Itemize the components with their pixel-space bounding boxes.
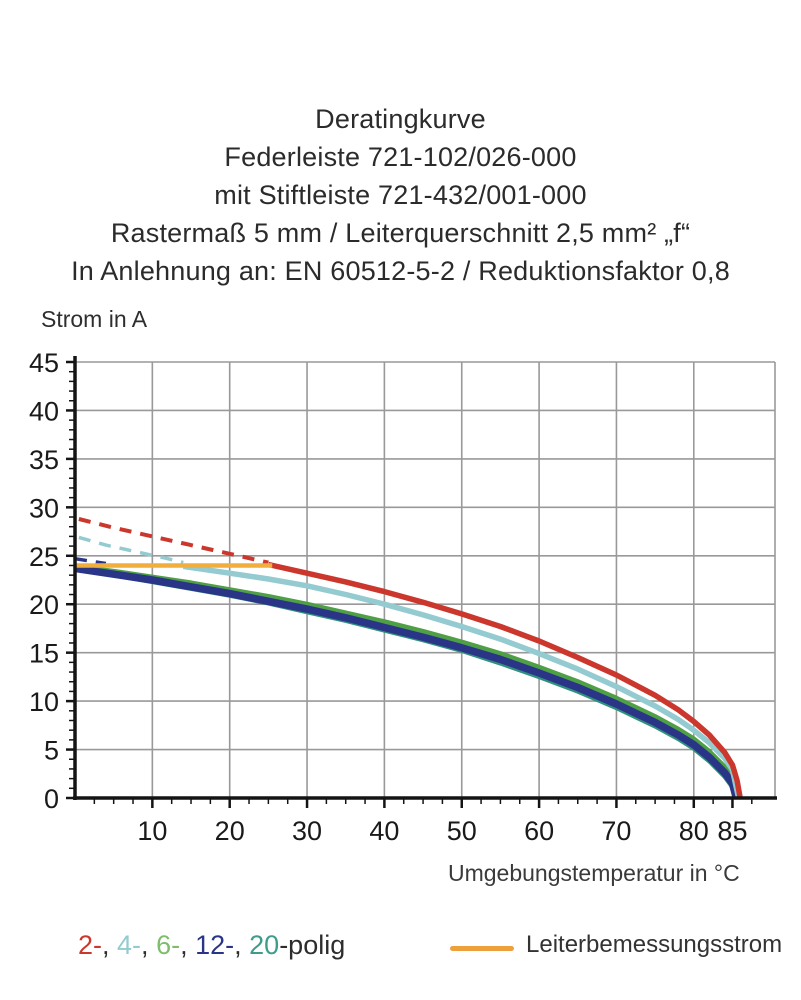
title-line-4: Rastermaß 5 mm / Leiterquerschnitt 2,5 m… xyxy=(110,218,691,248)
curve-6-polig xyxy=(74,563,740,799)
curve-4-polig xyxy=(182,563,742,799)
y-tick-label: 45 xyxy=(29,348,59,378)
rated-current-legend-line-icon xyxy=(450,946,514,951)
x-tick-label: 60 xyxy=(524,816,554,846)
legend-separator: , xyxy=(180,930,196,960)
y-tick-label: 40 xyxy=(29,396,59,426)
title-line-2: Federleiste 721-102/026-000 xyxy=(224,142,577,172)
x-tick-label: 50 xyxy=(447,816,477,846)
y-axis-title: Strom in A xyxy=(41,306,148,332)
y-tick-label: 10 xyxy=(29,687,59,717)
legend-row: 2-, 4-, 6-, 12-, 20-polig Leiterbemessun… xyxy=(0,928,801,972)
x-tick-label: 40 xyxy=(369,816,399,846)
curve-12-polig xyxy=(74,564,740,799)
x-tick-label: 70 xyxy=(601,816,631,846)
poles-legend: 2-, 4-, 6-, 12-, 20-polig xyxy=(78,930,345,961)
y-tick-label: 25 xyxy=(29,542,59,572)
rated-current-legend-label: Leiterbemessungsstrom xyxy=(526,931,783,958)
y-tick-label: 5 xyxy=(44,736,59,766)
title-line-3: mit Stiftleiste 721-432/001-000 xyxy=(214,180,587,210)
legend-pole-6: 6- xyxy=(156,930,181,960)
legend-separator: , xyxy=(102,930,118,960)
x-tick-label: 20 xyxy=(215,816,245,846)
y-tick-label: 15 xyxy=(29,639,59,669)
y-tick-label: 0 xyxy=(44,784,59,814)
x-tick-label: 10 xyxy=(137,816,167,846)
legend-poles-suffix: -polig xyxy=(279,930,346,960)
curve-12-polig-theoretisch xyxy=(74,556,107,566)
legend-pole-12: 12- xyxy=(195,930,235,960)
legend-pole-20: 20 xyxy=(249,930,280,960)
title-line-5: In Anlehnung an: EN 60512-5-2 / Reduktio… xyxy=(71,256,730,286)
derating-plot-canvas: 0 5 10 15 20 25 30 35 40 45 10 20 30 40 50 60 70 80 85 xyxy=(29,348,777,846)
y-tick-label: 30 xyxy=(29,493,59,523)
legend-pole-4: 4- xyxy=(117,930,142,960)
derating-plot: 0 5 10 15 20 25 30 35 40 45 10 20 30 40 50 60 70 80 85 xyxy=(0,330,801,860)
title-line-1: Deratingkurve xyxy=(315,104,486,134)
curve-2-polig xyxy=(267,561,743,799)
curve-2-polig-theoretisch xyxy=(78,517,269,565)
y-tick-label: 35 xyxy=(29,445,59,475)
x-tick-label: 85 xyxy=(717,816,747,846)
legend-pole-2: 2- xyxy=(78,930,103,960)
x-tick-label: 30 xyxy=(292,816,322,846)
legend-separator: , xyxy=(141,930,157,960)
legend-separator: , xyxy=(234,930,250,960)
y-tick-label: 20 xyxy=(29,590,59,620)
chart-title-block: Deratingkurve Federleiste 721-102/026-00… xyxy=(0,100,801,290)
x-tick-label: 80 xyxy=(679,816,709,846)
x-axis-title: Umgebungstemperatur in °C xyxy=(448,860,740,886)
